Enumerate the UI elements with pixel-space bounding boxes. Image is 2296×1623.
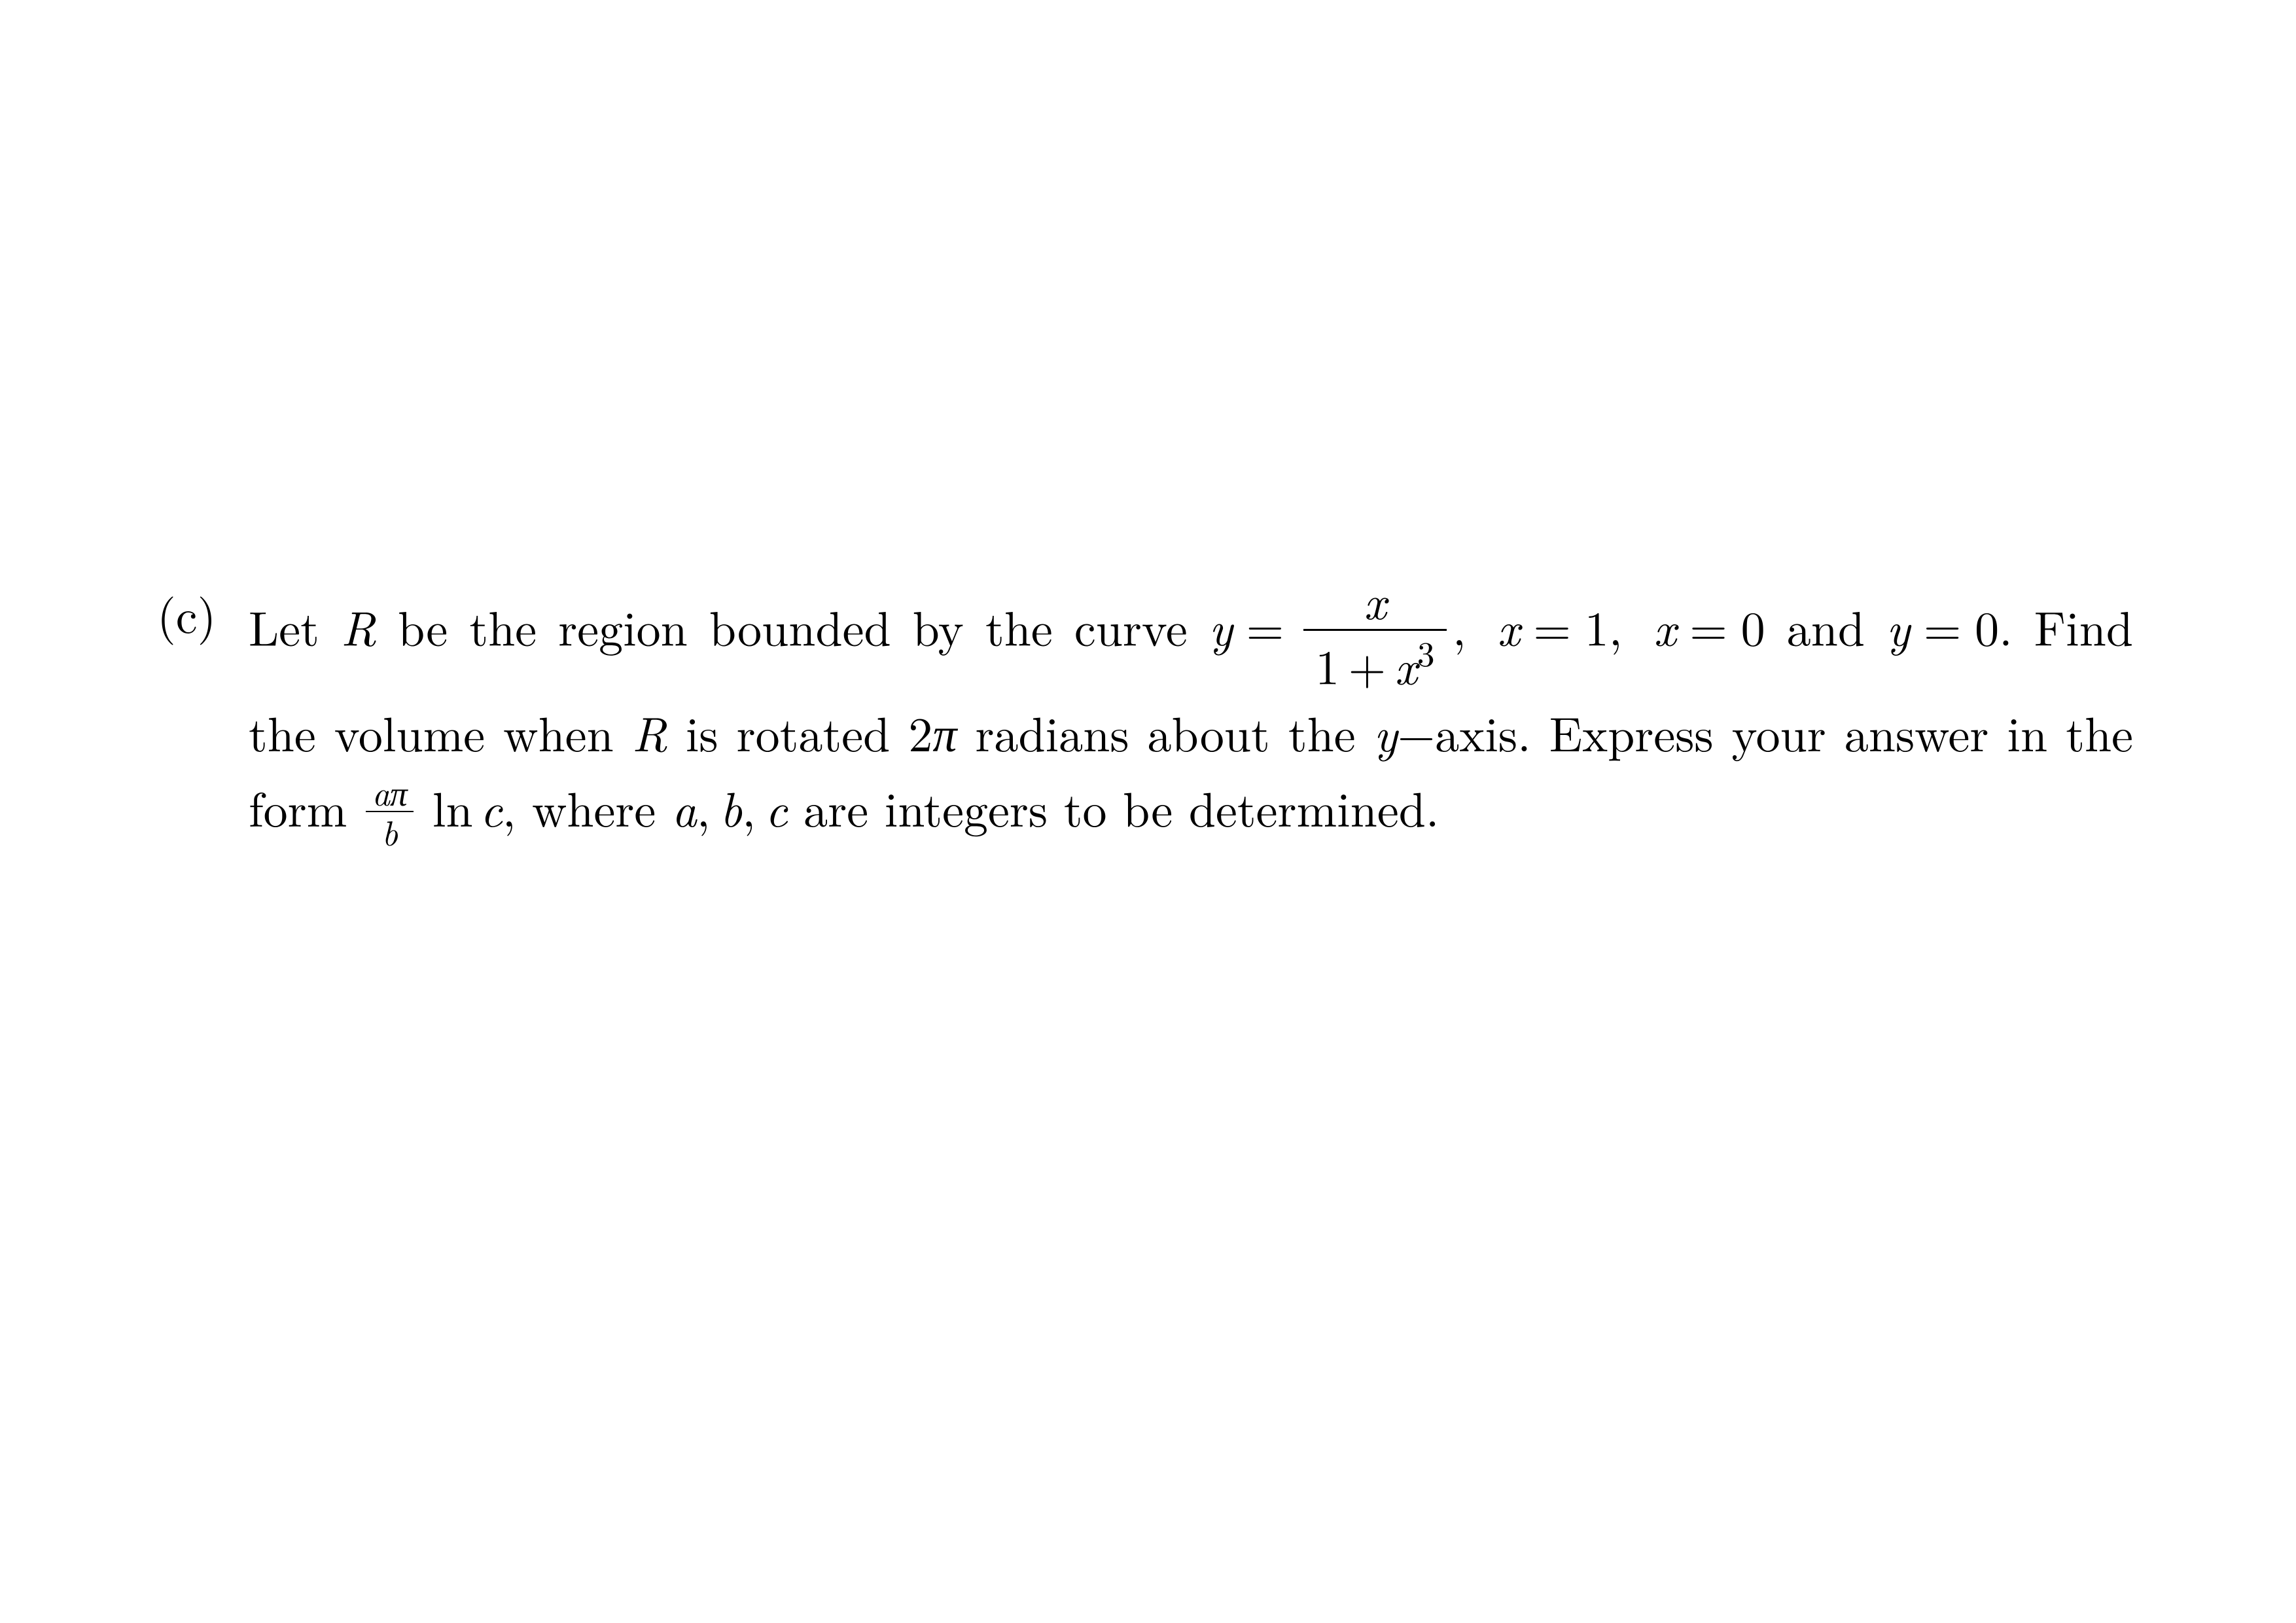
num-2: 2: [908, 698, 932, 766]
y-axis: y−axis: [1374, 698, 1517, 766]
text-lead1: Let: [249, 592, 341, 660]
val-0b: 0: [1975, 592, 1999, 660]
word-axis: axis: [1435, 698, 1517, 766]
sfrac-b: b: [381, 807, 398, 856]
abc-list: a,b,c: [672, 773, 788, 841]
text-lead2: be the region bounded by the curve: [376, 592, 1209, 660]
eq-x0: x=0: [1653, 592, 1765, 660]
frac-den-plus: +: [1349, 631, 1386, 699]
fraction-x-over-1plusx3: x1+x3: [1298, 573, 1453, 692]
var-a: a: [672, 773, 697, 841]
answer-form: aπblnc: [363, 773, 503, 841]
var-y0: y: [1886, 592, 1910, 660]
var-y-axis: y: [1374, 698, 1398, 766]
two-pi: 2π: [908, 698, 957, 766]
var-b: b: [720, 773, 742, 841]
comma2: ,: [1609, 592, 1632, 660]
eq-x1: x=1: [1497, 592, 1608, 660]
comma4: ,: [742, 773, 765, 841]
var-x1: x: [1497, 592, 1519, 660]
frac-num-x: x: [1364, 565, 1386, 633]
frac-den-1: 1: [1315, 631, 1339, 699]
fraction-api-over-b: aπb: [363, 774, 417, 851]
op-ln: ln: [425, 773, 480, 841]
rel-eq3: =: [1676, 592, 1741, 660]
rel-eq2: =: [1520, 592, 1585, 660]
part-label: (c): [157, 576, 249, 651]
text-and: and: [1765, 592, 1887, 660]
comma3: ,: [697, 773, 720, 841]
var-c2: c: [766, 773, 788, 841]
page: (c)Let R be the region bounded by the cu…: [0, 0, 2296, 1623]
text-s3b: , where: [503, 773, 672, 841]
dash: −: [1398, 698, 1436, 766]
frac-den-exp: 3: [1417, 628, 1435, 677]
val-1: 1: [1585, 592, 1609, 660]
text-s4: are integers to be determined.: [788, 773, 1439, 841]
text-s2b: is rotated: [667, 698, 909, 766]
rel-eq4: =: [1910, 592, 1975, 660]
val-0a: 0: [1741, 592, 1765, 660]
comma1: ,: [1453, 592, 1475, 660]
var-c: c: [480, 773, 503, 841]
var-x0: x: [1653, 592, 1676, 660]
var-R: R: [341, 592, 376, 660]
frac-den-x: x: [1394, 631, 1417, 699]
sym-pi: π: [932, 698, 957, 766]
eq-y-frac: y=x1+x3: [1209, 592, 1453, 660]
var-R2: R: [632, 698, 667, 766]
eq-y0: y=0: [1886, 592, 1999, 660]
problem-body: Let R be the region bounded by the curve…: [249, 576, 2133, 855]
rel-eq1: =: [1233, 592, 1298, 660]
text-s2c: radians about the: [957, 698, 1373, 766]
var-y: y: [1209, 592, 1233, 660]
problem-block: (c)Let R be the region bounded by the cu…: [157, 576, 2140, 855]
